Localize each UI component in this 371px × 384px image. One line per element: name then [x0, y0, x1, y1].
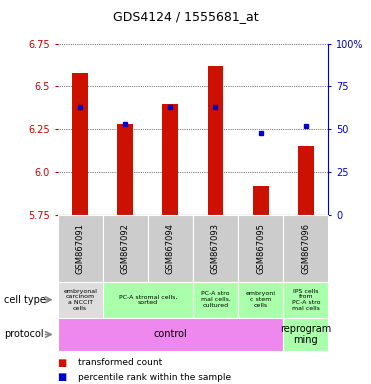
Text: PC-A stromal cells,
sorted: PC-A stromal cells, sorted [119, 294, 177, 305]
Text: GSM867091: GSM867091 [76, 223, 85, 274]
Bar [208, 66, 223, 215]
Bar [162, 104, 178, 215]
Text: transformed count: transformed count [78, 358, 162, 367]
Text: percentile rank within the sample: percentile rank within the sample [78, 373, 231, 382]
Bar [298, 146, 313, 215]
Bar [72, 73, 88, 215]
Text: GSM867096: GSM867096 [301, 223, 310, 274]
Text: IPS cells
from
PC-A stro
mal cells: IPS cells from PC-A stro mal cells [292, 288, 320, 311]
Bar [117, 124, 133, 215]
Text: GSM867092: GSM867092 [121, 223, 130, 274]
Text: embryonal
carcinom
a NCCIT
cells: embryonal carcinom a NCCIT cells [63, 288, 97, 311]
Bar [253, 185, 269, 215]
Text: ■: ■ [58, 372, 67, 382]
Text: PC-A stro
mal cells,
cultured: PC-A stro mal cells, cultured [201, 291, 230, 308]
Text: GSM867093: GSM867093 [211, 223, 220, 274]
Text: GSM867095: GSM867095 [256, 223, 265, 274]
Text: control: control [154, 329, 187, 339]
Text: GSM867094: GSM867094 [166, 223, 175, 274]
Text: embryoni
c stem
cells: embryoni c stem cells [246, 291, 276, 308]
Text: GDS4124 / 1555681_at: GDS4124 / 1555681_at [113, 10, 258, 23]
Text: reprogram
ming: reprogram ming [280, 324, 331, 345]
Text: ■: ■ [58, 358, 67, 368]
Text: cell type: cell type [4, 295, 46, 305]
Text: protocol: protocol [4, 329, 43, 339]
